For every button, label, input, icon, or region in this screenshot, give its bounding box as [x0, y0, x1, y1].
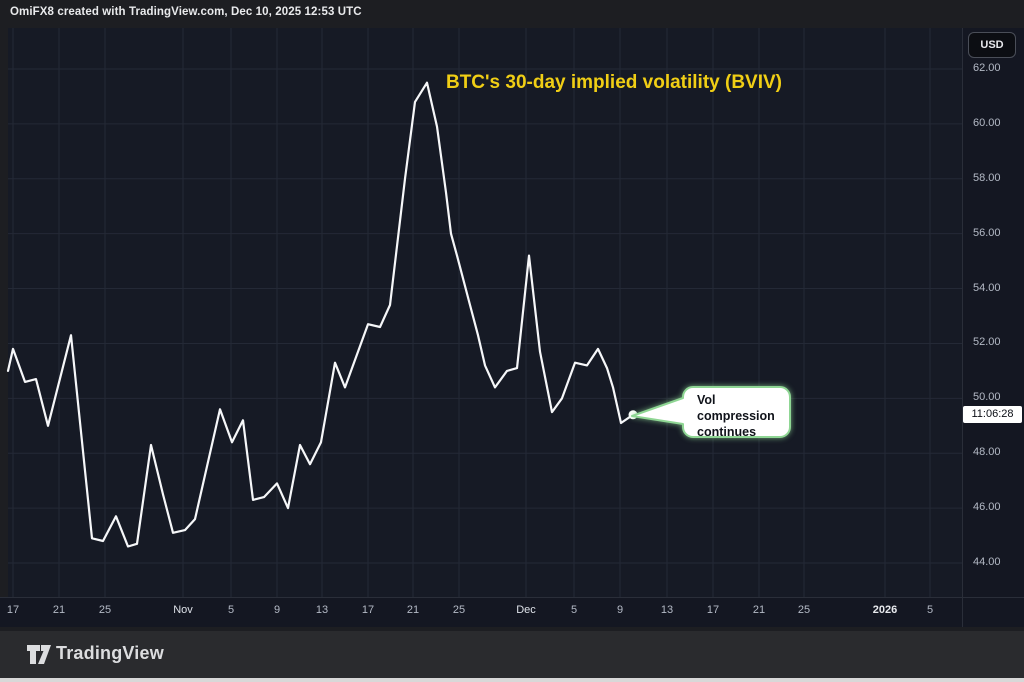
time-tick-label: Dec — [516, 604, 536, 616]
price-axis[interactable]: USD 62.00 60.00 58.00 56.00 54.00 52.00 50.00 4… — [963, 28, 1024, 597]
bviv-line-series — [6, 81, 635, 548]
price-axis-border — [962, 28, 963, 627]
price-tick-label: 58.00 — [973, 171, 1001, 184]
time-tick-label: 9 — [616, 604, 624, 616]
price-tick-label: 56.00 — [973, 226, 1001, 239]
attribution-bar: OmiFX8 created with TradingView.com, Dec… — [0, 0, 1024, 28]
time-tick-label: 17 — [6, 604, 20, 616]
time-tick-label: 13 — [660, 604, 674, 616]
chart-title: BTC's 30-day implied volatility (BVIV) — [445, 72, 783, 93]
time-tick-label: 21 — [752, 604, 766, 616]
price-tick-label: 52.00 — [973, 336, 1001, 349]
time-tick-label: 17 — [706, 604, 720, 616]
price-tick-label: 62.00 — [973, 62, 1001, 74]
price-tick-label: 60.00 — [973, 116, 1001, 129]
time-tick-label: 13 — [315, 604, 329, 616]
attribution-text: OmiFX8 created with TradingView.com, Dec… — [10, 6, 362, 18]
callout-line-2: continues — [697, 425, 757, 439]
time-axis-corner — [963, 598, 1024, 627]
time-tick-label: Nov — [173, 604, 193, 616]
callout-line-1: Vol compression — [697, 393, 775, 423]
time-tick-label: 5 — [570, 604, 578, 616]
time-axis[interactable]: 17 21 25 Nov 5 9 13 17 21 25 Dec 5 9 13 17 21 25 2026 5 — [0, 598, 962, 627]
tradingview-logo-icon[interactable] — [26, 643, 52, 665]
price-tick-label: 44.00 — [973, 556, 1001, 568]
price-tick-label: 50.00 — [973, 391, 1001, 404]
price-tick-label: 54.00 — [973, 281, 1001, 294]
time-axis-border — [0, 597, 1024, 598]
callout-bubble-path — [631, 386, 791, 438]
bottom-strip — [0, 678, 1024, 682]
time-tick-label: 9 — [273, 604, 281, 616]
time-tick-label: 17 — [361, 604, 375, 616]
time-tick-label: 21 — [52, 604, 66, 616]
time-tick-label: 25 — [797, 604, 811, 616]
tradingview-brand: TradingView — [56, 643, 164, 663]
callout-bubble[interactable] — [626, 384, 796, 442]
time-tick-label: 5 — [227, 604, 235, 616]
footer-bar: TradingView — [0, 631, 1024, 678]
time-tick-label: 21 — [406, 604, 420, 616]
price-tick-label: 48.00 — [973, 446, 1001, 459]
callout-annotation[interactable]: Vol compression continues — [697, 392, 789, 440]
time-tick-label: 25 — [98, 604, 112, 616]
price-tick-label: 46.00 — [973, 501, 1001, 514]
time-tick-label: 5 — [926, 604, 934, 616]
time-tick-label: 2026 — [872, 604, 898, 616]
bar-countdown-label: 11:06:28 — [963, 405, 1022, 423]
time-tick-label: 25 — [452, 604, 466, 616]
currency-button[interactable]: USD — [968, 32, 1016, 58]
price-chart-plot[interactable] — [0, 28, 962, 597]
